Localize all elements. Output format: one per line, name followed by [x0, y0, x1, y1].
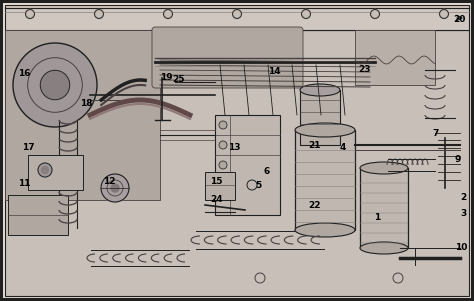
- FancyBboxPatch shape: [5, 30, 160, 200]
- Bar: [360, 168, 408, 248]
- Text: 14: 14: [268, 67, 281, 76]
- Text: 19: 19: [160, 73, 173, 82]
- Text: 11: 11: [18, 178, 30, 188]
- Circle shape: [441, 11, 447, 17]
- Circle shape: [301, 10, 310, 18]
- Text: 20: 20: [453, 15, 465, 24]
- Text: 4: 4: [340, 144, 346, 153]
- Text: 10: 10: [455, 244, 467, 253]
- Circle shape: [233, 10, 241, 18]
- Bar: [300, 90, 340, 145]
- Circle shape: [165, 11, 171, 17]
- Circle shape: [219, 141, 227, 149]
- Text: 7: 7: [432, 129, 438, 138]
- Bar: [8, 195, 68, 235]
- Text: 21: 21: [308, 141, 320, 150]
- Bar: [295, 130, 355, 230]
- Ellipse shape: [295, 223, 355, 237]
- Circle shape: [97, 11, 101, 17]
- Circle shape: [235, 11, 239, 17]
- Circle shape: [101, 174, 129, 202]
- Text: 25: 25: [172, 75, 184, 83]
- Ellipse shape: [295, 123, 355, 137]
- Text: 3: 3: [460, 209, 466, 218]
- Ellipse shape: [360, 162, 408, 174]
- Text: 2: 2: [460, 194, 466, 203]
- Text: 6: 6: [264, 167, 270, 176]
- Text: 17: 17: [22, 142, 35, 151]
- Bar: [355, 30, 435, 85]
- Circle shape: [371, 10, 380, 18]
- Circle shape: [13, 43, 97, 127]
- Ellipse shape: [300, 84, 340, 96]
- Ellipse shape: [360, 242, 408, 254]
- Text: 23: 23: [358, 66, 371, 75]
- Text: 22: 22: [308, 200, 320, 209]
- Circle shape: [219, 161, 227, 169]
- Circle shape: [219, 121, 227, 129]
- Text: 9: 9: [455, 156, 461, 165]
- Circle shape: [111, 184, 119, 192]
- Circle shape: [42, 166, 48, 173]
- Bar: [205, 172, 235, 200]
- Bar: [5, 5, 469, 30]
- Bar: [215, 115, 280, 215]
- Circle shape: [94, 10, 103, 18]
- Text: 24: 24: [210, 196, 223, 204]
- Circle shape: [27, 11, 33, 17]
- Text: 16: 16: [18, 69, 30, 77]
- Text: 12: 12: [103, 178, 116, 187]
- Circle shape: [26, 10, 35, 18]
- Circle shape: [38, 163, 52, 177]
- Circle shape: [40, 70, 70, 100]
- Text: 18: 18: [80, 98, 92, 107]
- Text: 5: 5: [255, 181, 261, 190]
- FancyBboxPatch shape: [152, 27, 303, 88]
- Text: 1: 1: [374, 213, 380, 222]
- Circle shape: [164, 10, 173, 18]
- Circle shape: [439, 10, 448, 18]
- Bar: [5, 30, 469, 296]
- Circle shape: [373, 11, 377, 17]
- Bar: [28, 155, 83, 190]
- Circle shape: [303, 11, 309, 17]
- Text: 15: 15: [210, 176, 222, 185]
- Text: 13: 13: [228, 144, 240, 153]
